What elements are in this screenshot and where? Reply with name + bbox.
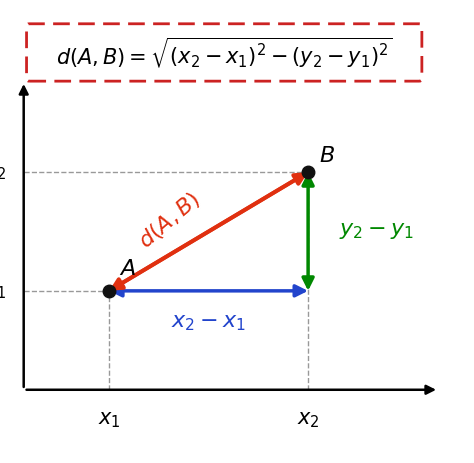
Text: $y_1$: $y_1$: [0, 281, 7, 301]
Text: $B$: $B$: [319, 146, 336, 166]
Text: $d(A,B) = \sqrt{(x_2 - x_1)^2 - (y_2 - y_1)^2}$: $d(A,B) = \sqrt{(x_2 - x_1)^2 - (y_2 - y…: [56, 35, 392, 70]
Text: $y_2 - y_1$: $y_2 - y_1$: [339, 221, 414, 242]
FancyBboxPatch shape: [27, 24, 422, 81]
Text: $x_1$: $x_1$: [98, 410, 120, 430]
Text: $y_2$: $y_2$: [0, 162, 7, 182]
Text: $A$: $A$: [119, 259, 136, 279]
Text: $x_2$: $x_2$: [297, 410, 319, 430]
Text: $x_2 - x_1$: $x_2 - x_1$: [171, 313, 246, 332]
Text: $d(A,B)$: $d(A,B)$: [135, 188, 205, 253]
